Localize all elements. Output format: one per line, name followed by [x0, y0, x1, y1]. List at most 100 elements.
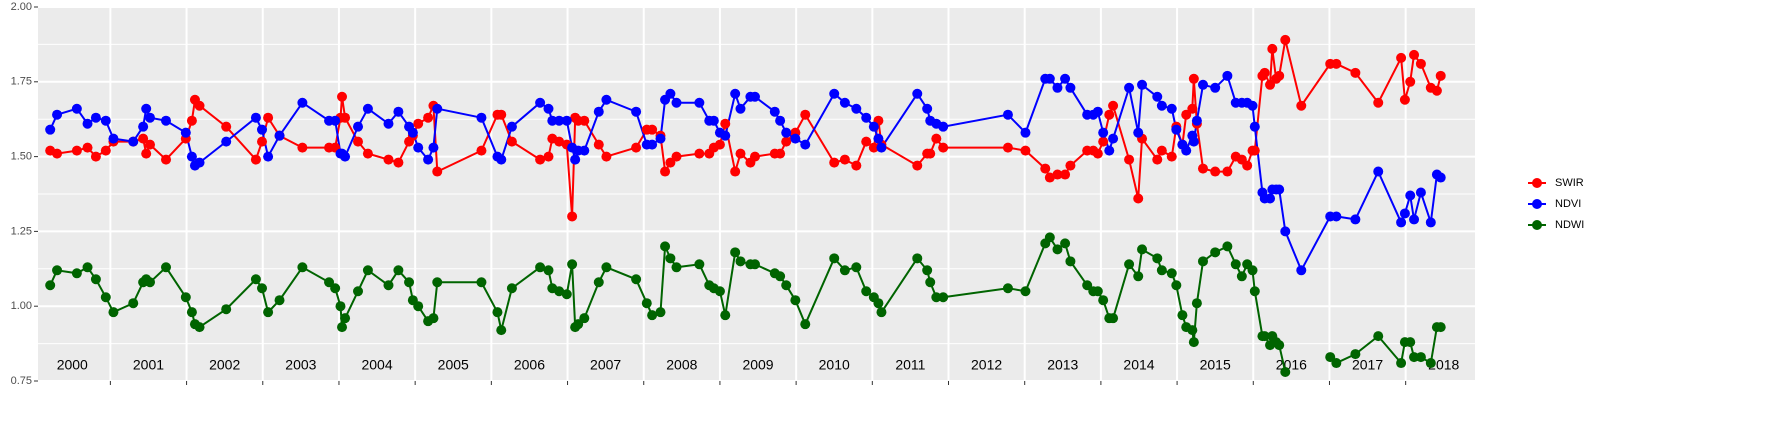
y-tick-label: 1.50 — [11, 151, 32, 163]
data-point — [1092, 286, 1103, 297]
data-point — [1280, 226, 1291, 237]
data-point — [1188, 337, 1199, 348]
data-point — [263, 151, 274, 162]
year-label: 2003 — [285, 357, 316, 373]
data-point — [45, 124, 56, 135]
data-point — [1274, 70, 1285, 81]
data-point — [1156, 100, 1167, 111]
data-point — [1108, 313, 1119, 324]
data-point — [873, 298, 884, 309]
data-point — [1280, 367, 1291, 378]
data-point — [1373, 97, 1384, 108]
data-point — [1002, 109, 1013, 120]
data-point — [297, 97, 308, 108]
data-point — [800, 139, 811, 150]
data-point — [720, 118, 731, 129]
data-point — [1166, 103, 1177, 114]
data-point — [1092, 106, 1103, 117]
data-point — [543, 151, 554, 162]
data-point — [1181, 109, 1192, 120]
data-point — [1435, 322, 1446, 333]
y-tick-label: 1.75 — [11, 76, 32, 88]
data-point — [145, 139, 156, 150]
data-point — [1197, 163, 1208, 174]
data-point — [1152, 154, 1163, 165]
data-point — [1137, 244, 1148, 255]
data-point — [781, 136, 792, 147]
data-point — [362, 148, 373, 159]
data-point — [1296, 265, 1307, 276]
data-point — [1325, 352, 1336, 363]
data-point — [1171, 124, 1182, 135]
data-point — [601, 262, 612, 273]
data-point — [925, 277, 936, 288]
data-point — [1331, 358, 1342, 369]
data-point — [1350, 349, 1361, 360]
data-point — [330, 115, 341, 126]
data-point — [749, 259, 760, 270]
data-point — [1249, 145, 1260, 156]
data-point — [1052, 244, 1063, 255]
year-label: 2015 — [1200, 357, 1231, 373]
year-label: 2002 — [209, 357, 240, 373]
data-point — [829, 88, 840, 99]
data-point — [337, 91, 348, 102]
data-point — [730, 166, 741, 177]
data-point — [1188, 73, 1199, 84]
data-point — [1098, 295, 1109, 306]
data-point — [720, 310, 731, 321]
data-point — [1249, 121, 1260, 132]
data-point — [1409, 49, 1420, 60]
data-point — [496, 325, 507, 336]
year-label: 2005 — [438, 357, 469, 373]
y-tick-label: 2.00 — [11, 1, 32, 13]
data-point — [655, 307, 666, 318]
data-point — [476, 145, 487, 156]
data-point — [100, 115, 111, 126]
data-point — [407, 127, 418, 138]
data-point — [1415, 187, 1426, 198]
data-point — [579, 145, 590, 156]
data-point — [1082, 280, 1093, 291]
data-point — [535, 154, 546, 165]
y-tick-label: 0.75 — [11, 375, 32, 387]
data-point — [876, 142, 887, 153]
data-point — [1040, 163, 1051, 174]
data-point — [1274, 340, 1285, 351]
data-point — [839, 154, 850, 165]
data-point — [579, 313, 590, 324]
data-point — [1210, 247, 1221, 258]
data-point — [194, 157, 205, 168]
data-point — [1236, 271, 1247, 282]
data-point — [1399, 94, 1410, 105]
data-point — [708, 115, 719, 126]
data-point — [641, 298, 652, 309]
data-point — [340, 151, 351, 162]
year-label: 2007 — [590, 357, 621, 373]
legend-label: NDWI — [1555, 219, 1584, 231]
data-point — [579, 115, 590, 126]
data-point — [476, 277, 487, 288]
data-point — [868, 121, 879, 132]
data-point — [1020, 145, 1031, 156]
data-point — [735, 148, 746, 159]
data-point — [1133, 193, 1144, 204]
data-point — [1104, 145, 1115, 156]
data-point — [337, 322, 348, 333]
data-point — [790, 133, 801, 144]
data-point — [330, 283, 341, 294]
data-point — [861, 286, 872, 297]
data-point — [1020, 286, 1031, 297]
data-point — [567, 211, 578, 222]
data-point — [324, 277, 335, 288]
data-point — [297, 262, 308, 273]
data-point — [1092, 148, 1103, 159]
data-point — [861, 112, 872, 123]
data-point — [601, 151, 612, 162]
data-point — [1060, 169, 1071, 180]
data-point — [1044, 73, 1055, 84]
data-point — [535, 97, 546, 108]
data-point — [800, 109, 811, 120]
data-point — [1177, 310, 1188, 321]
data-point — [543, 103, 554, 114]
